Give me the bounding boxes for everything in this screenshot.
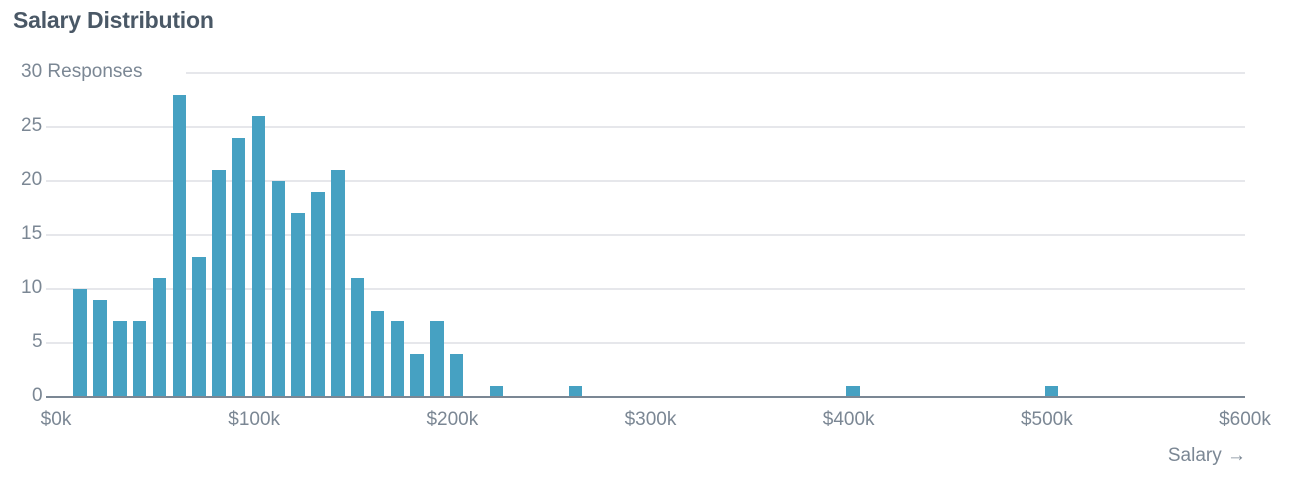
histogram-bar[interactable] [152, 278, 167, 397]
histogram-bar[interactable] [568, 386, 583, 397]
histogram-bar[interactable] [172, 94, 187, 397]
x-tick-label: $400k [822, 409, 875, 430]
histogram-bar[interactable] [489, 386, 504, 397]
histogram-bar[interactable] [93, 299, 107, 397]
histogram-bar[interactable] [291, 213, 305, 397]
histogram-bar[interactable] [192, 256, 206, 397]
histogram-bar[interactable] [430, 321, 444, 397]
y-tick-label: 15 [21, 223, 43, 244]
y-tick-label: 5 [32, 331, 43, 352]
y-tick-label: 10 [21, 277, 43, 298]
x-tick-label: $0k [40, 409, 72, 430]
x-tick-label: $100k [228, 409, 281, 430]
gridline [46, 342, 1245, 344]
histogram-bar[interactable] [370, 310, 385, 397]
gridline [46, 234, 1245, 236]
histogram-bar[interactable] [390, 321, 405, 397]
y-tick-label: 25 [21, 115, 43, 136]
histogram-bar[interactable] [271, 181, 286, 397]
histogram-bar[interactable] [331, 170, 345, 397]
histogram-bar[interactable] [73, 289, 87, 397]
y-tick-label: 30 Responses [21, 61, 143, 82]
histogram-bar[interactable] [1044, 386, 1058, 397]
x-tick-label: $300k [624, 409, 677, 430]
histogram-bar[interactable] [311, 191, 325, 397]
x-axis-label: Salary → [1167, 445, 1246, 466]
x-tick-label: $200k [426, 409, 479, 430]
x-tick-label: $600k [1219, 409, 1271, 430]
gridline [46, 180, 1245, 182]
histogram-bar[interactable] [132, 321, 147, 397]
y-tick-label: 20 [21, 169, 43, 190]
histogram-bar[interactable] [410, 353, 424, 397]
y-tick-label: 0 [32, 385, 43, 406]
gridline [46, 126, 1245, 128]
histogram-bar[interactable] [232, 137, 246, 397]
histogram-bar[interactable] [846, 386, 860, 397]
histogram-bar[interactable] [113, 321, 127, 397]
histogram-bar[interactable] [212, 170, 226, 397]
histogram-bar[interactable] [350, 278, 365, 397]
chart-title: Salary Distribution [13, 7, 214, 33]
gridline [186, 72, 1245, 74]
x-axis-line [46, 396, 1245, 398]
histogram-bar[interactable] [251, 116, 266, 397]
gridline [46, 288, 1245, 290]
x-tick-label: $500k [1020, 409, 1073, 430]
histogram-bar[interactable] [450, 353, 464, 397]
